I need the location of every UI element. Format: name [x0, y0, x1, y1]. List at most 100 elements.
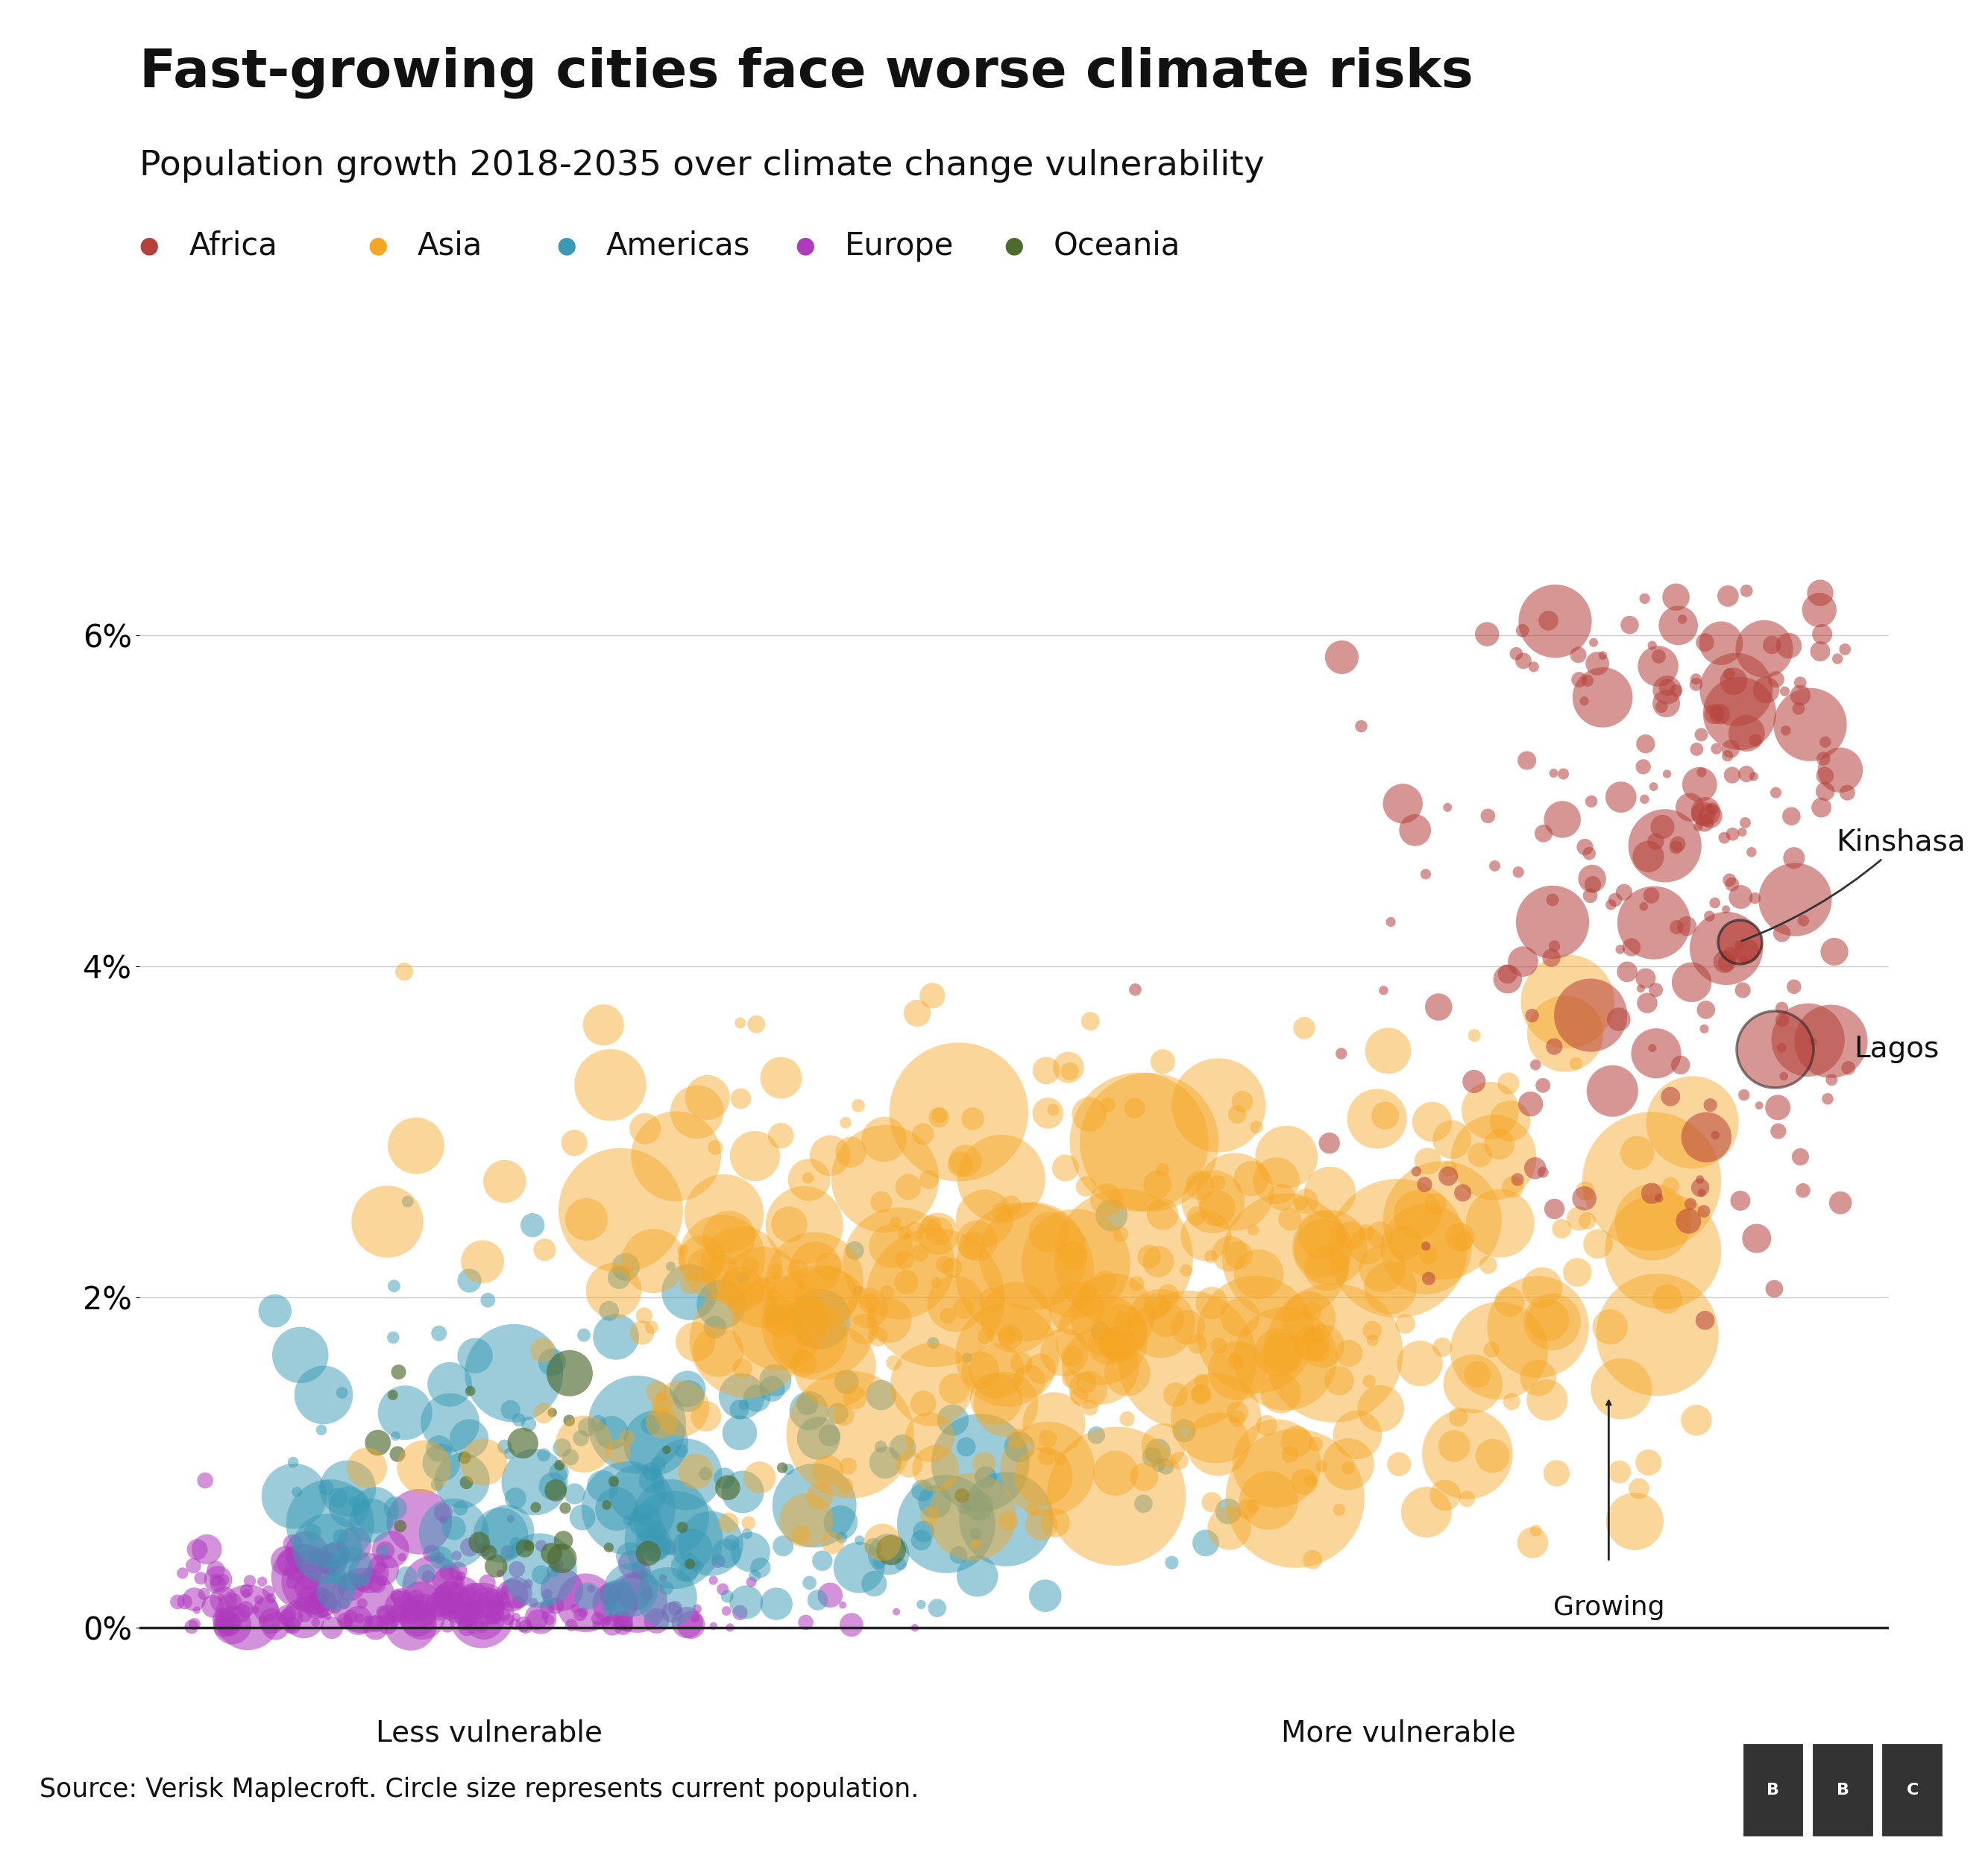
Point	[495, 1394, 527, 1424]
Point	[1547, 1213, 1578, 1243]
Point	[839, 1236, 871, 1266]
Point	[594, 1579, 626, 1609]
Point	[1288, 1014, 1320, 1044]
Point	[1574, 882, 1606, 911]
Point	[1805, 578, 1837, 608]
Point	[825, 1523, 857, 1553]
Point	[1694, 900, 1726, 930]
Point	[676, 1610, 708, 1640]
Point	[1119, 1094, 1151, 1124]
Point	[734, 1251, 765, 1281]
Point	[1221, 1398, 1252, 1428]
Point	[1231, 1495, 1262, 1525]
Point	[427, 1581, 459, 1610]
Point	[1670, 911, 1702, 941]
Point	[1473, 1251, 1505, 1281]
Point	[600, 1495, 632, 1525]
Point	[1298, 1322, 1330, 1351]
Point	[1306, 1331, 1338, 1361]
Point	[1604, 783, 1636, 813]
Point	[453, 1603, 485, 1633]
Point	[799, 1266, 831, 1295]
Point	[922, 1100, 954, 1130]
Point	[278, 1558, 310, 1588]
Point	[1537, 908, 1569, 938]
Point	[408, 1599, 439, 1629]
Point	[986, 1163, 1018, 1193]
Point	[928, 1249, 960, 1279]
Point	[1141, 1169, 1173, 1199]
Point	[1819, 938, 1851, 967]
Point	[1539, 932, 1571, 962]
Point	[714, 1612, 746, 1642]
Point	[247, 1568, 278, 1597]
Point	[1105, 1219, 1137, 1249]
Point	[638, 1528, 670, 1558]
Point	[686, 1243, 718, 1273]
Point	[489, 1599, 521, 1629]
Point	[1602, 1005, 1634, 1035]
Point	[1825, 1187, 1857, 1217]
Point	[1749, 675, 1781, 705]
Point	[1038, 1409, 1070, 1439]
Point	[1640, 826, 1672, 856]
Point	[803, 1309, 835, 1338]
Point	[304, 1592, 336, 1622]
Point	[372, 1609, 404, 1638]
Point	[1203, 1430, 1235, 1460]
Point	[1696, 794, 1728, 824]
Point	[300, 1583, 332, 1612]
Point	[646, 1407, 678, 1437]
Point	[298, 1542, 330, 1571]
Point	[382, 1357, 414, 1387]
Point	[747, 1273, 779, 1303]
Point	[698, 1610, 730, 1640]
Point	[1014, 1366, 1046, 1396]
Point	[541, 1590, 573, 1620]
Point	[378, 1323, 410, 1353]
Point	[525, 1560, 557, 1590]
Point	[294, 1584, 326, 1614]
Point	[1686, 720, 1718, 749]
Point	[914, 1210, 946, 1240]
Point	[1292, 1303, 1324, 1333]
Point	[382, 1581, 414, 1610]
Point	[419, 1594, 451, 1624]
Point	[1507, 947, 1539, 977]
Point	[306, 1415, 338, 1445]
Point	[992, 1340, 1024, 1370]
Point	[1646, 692, 1678, 721]
Point	[376, 1534, 408, 1564]
Point	[922, 1217, 954, 1247]
Point	[386, 1583, 417, 1612]
Point	[406, 1603, 437, 1633]
Point	[161, 1586, 193, 1616]
Point	[1527, 1273, 1559, 1303]
Point	[690, 1402, 722, 1432]
Point	[1485, 1208, 1517, 1238]
Point	[920, 1454, 952, 1484]
Point	[1491, 964, 1523, 994]
Text: Oceania: Oceania	[1054, 231, 1181, 261]
Point	[382, 1439, 414, 1469]
Point	[352, 1605, 384, 1635]
Text: Americas: Americas	[606, 231, 751, 261]
Point	[491, 1517, 523, 1547]
Point	[1604, 1458, 1636, 1487]
Point	[724, 1394, 755, 1424]
Point	[992, 1322, 1024, 1351]
Point	[1724, 1186, 1755, 1215]
Point	[1547, 759, 1578, 788]
Point	[239, 1596, 270, 1625]
Point	[529, 1439, 561, 1469]
Point	[580, 1610, 612, 1640]
Point	[1660, 911, 1692, 941]
Point	[390, 1398, 421, 1428]
Point	[1008, 1256, 1040, 1286]
Point	[1364, 1219, 1396, 1249]
FancyBboxPatch shape	[1881, 1743, 1944, 1838]
Point	[1465, 1141, 1497, 1171]
Point	[1614, 610, 1646, 639]
Point	[1302, 1335, 1334, 1364]
Point	[1672, 1206, 1704, 1236]
